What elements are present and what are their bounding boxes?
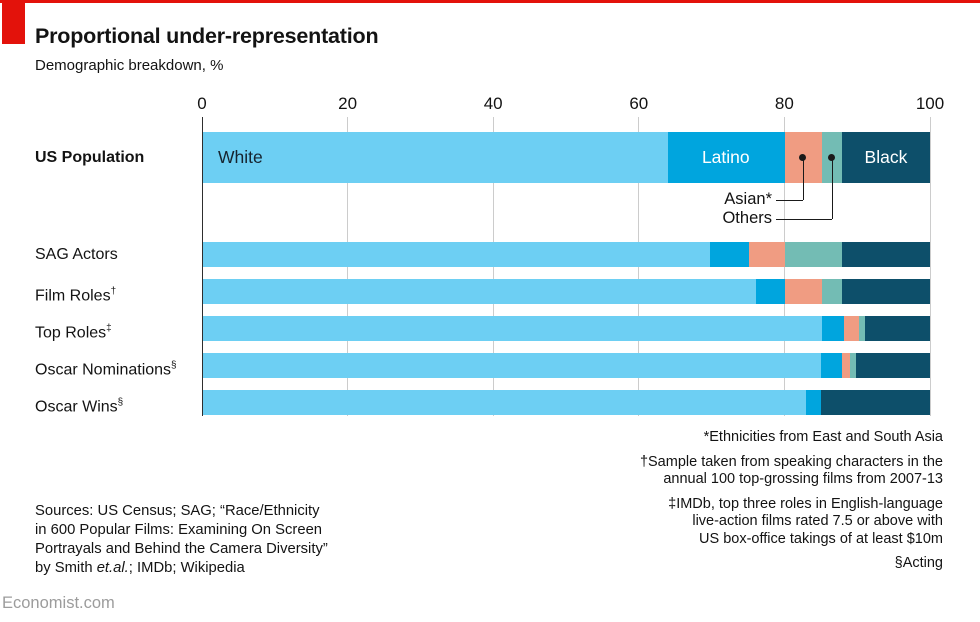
row-label-footnote-mark: § (171, 360, 177, 371)
footnote-line: US box-office takings of at least $10m (699, 530, 943, 547)
bar-segment-label: Black (864, 147, 908, 167)
bar-segment-black (842, 242, 930, 267)
row-label-footnote-mark: † (110, 286, 117, 297)
bar-segment-others (822, 279, 843, 304)
footnote-group: §Acting (640, 555, 943, 573)
callout-line-vertical (831, 157, 833, 219)
sources-line: Sources: US Census; SAG; “Race/Ethnicity (35, 503, 320, 519)
row-label-text: Oscar Nominations (35, 361, 172, 379)
row-label: Oscar Nominations§ (35, 353, 177, 378)
bar-segment-asian (842, 353, 851, 378)
bar-row (203, 390, 930, 415)
x-tick-label: 40 (483, 94, 503, 113)
callout-line-horizontal (776, 219, 832, 220)
bar-segment-black (855, 353, 930, 378)
chart-title: Proportional under-representation (35, 24, 379, 48)
footnote-group: †Sample taken from speaking characters i… (640, 454, 943, 489)
row-label-footnote-mark: ‡ (106, 323, 112, 334)
x-tick-label: 20 (338, 94, 358, 113)
bar-segment-white (203, 242, 711, 267)
row-label: Top Roles‡ (35, 316, 112, 341)
x-tick-label: 80 (774, 94, 794, 113)
sources-line: by Smith et.al.; IMDb; Wikipedia (35, 560, 245, 576)
sources-line: in 600 Popular Films: Examining On Scree… (35, 522, 323, 538)
bar-segment-asian (785, 279, 823, 304)
annotation-label: Others (722, 209, 772, 227)
bar-segment-latino (805, 390, 821, 415)
row-label-text: Oscar Wins (35, 398, 118, 416)
bar-segment-latino (710, 242, 749, 267)
footnote-line: §Acting (894, 555, 943, 571)
annotation-label: Asian* (724, 190, 772, 208)
bar-segment-others (784, 242, 843, 267)
bar-segment-label: White (218, 147, 263, 167)
bar-segment-white (203, 132, 668, 183)
row-label-text: US Population (35, 149, 145, 166)
footnote-line: †Sample taken from speaking characters i… (639, 453, 943, 470)
x-tick-label: 60 (629, 94, 649, 113)
row-label-text: Film Roles (35, 287, 111, 305)
callout-line-vertical (802, 157, 804, 200)
footnote-group: ‡IMDb, top three roles in English-langua… (640, 496, 943, 549)
bar-segment-latino (822, 316, 845, 341)
gridline (929, 117, 931, 416)
bar-row (203, 132, 930, 183)
chart-subtitle: Demographic breakdown, % (35, 57, 224, 74)
bar-segment-asian (748, 242, 785, 267)
footnote-line: annual 100 top-grossing films from 2007-… (663, 471, 943, 487)
bar-segment-latino (820, 353, 843, 378)
footnote-line: ‡IMDb, top three roles in English-langua… (668, 495, 943, 512)
bar-segment-black (842, 279, 930, 304)
bar-segment-latino (667, 132, 785, 183)
bar-segment-label: Latino (701, 147, 750, 167)
bar-segment-asian (844, 316, 859, 341)
bar-segment-white (203, 390, 806, 415)
bar-segment-others (850, 353, 856, 378)
bar-segment-white (203, 279, 756, 304)
bar-segment-white (203, 316, 823, 341)
bar-segment-white (203, 353, 821, 378)
economist-red-tab (2, 0, 25, 44)
x-axis-line (201, 117, 203, 416)
x-tick-label: 100 (915, 94, 945, 113)
bar-row (203, 279, 930, 304)
economist-site-label: Economist.com (2, 594, 115, 612)
x-tick-label: 0 (197, 94, 207, 113)
callout-line-horizontal (776, 200, 803, 201)
footnote-line: *Ethnicities from East and South Asia (703, 429, 943, 445)
bar-segment-black (842, 132, 930, 183)
row-label-footnote-mark: § (117, 397, 124, 408)
row-label: SAG Actors (35, 242, 118, 267)
bar-segment-others (858, 316, 866, 341)
top-red-rule (0, 0, 980, 3)
sources-note: Sources: US Census; SAG; “Race/Ethnicity… (35, 502, 328, 578)
bar-row (203, 316, 930, 341)
footnote-line: live-action films rated 7.5 or above wit… (692, 513, 943, 529)
bar-row (203, 353, 930, 378)
bar-segment-latino (755, 279, 786, 304)
row-label-text: Top Roles (35, 324, 107, 342)
row-label: Oscar Wins§ (35, 390, 123, 415)
bar-row (203, 242, 930, 267)
bar-segment-black (865, 316, 930, 341)
bar-segment-black (820, 390, 930, 415)
row-label-text: SAG Actors (35, 246, 118, 263)
row-label: US Population (35, 132, 144, 183)
sources-line: Portrayals and Behind the Camera Diversi… (35, 541, 328, 557)
row-label: Film Roles† (35, 279, 116, 304)
footnote-group: *Ethnicities from East and South Asia (640, 429, 943, 447)
footnotes: *Ethnicities from East and South Asia †Sa… (640, 429, 943, 580)
